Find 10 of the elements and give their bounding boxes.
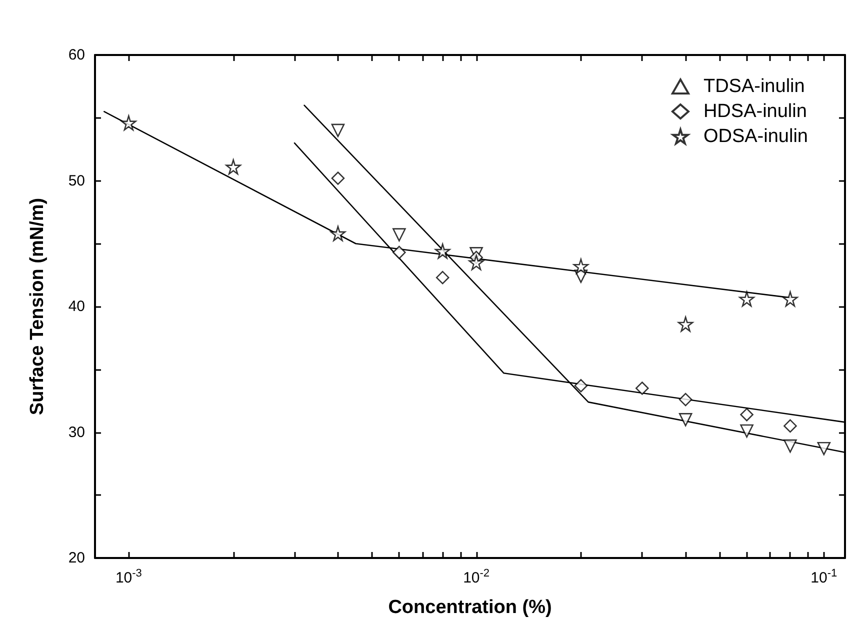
y-axis-title: Surface Tension (mN/m) (27, 198, 48, 416)
legend-label: ODSA-inulin (703, 126, 808, 147)
y-tick-label: 20 (68, 550, 85, 566)
legend-label: TDSA-inulin (703, 76, 805, 97)
legend-label: HDSA-inulin (703, 101, 807, 122)
x-axis-title: Concentration (%) (388, 597, 552, 618)
y-tick-label: 40 (68, 298, 85, 315)
y-tick-label: 50 (68, 172, 85, 190)
y-tick-label: 30 (68, 424, 85, 441)
y-tick-label: 60 (68, 46, 85, 64)
